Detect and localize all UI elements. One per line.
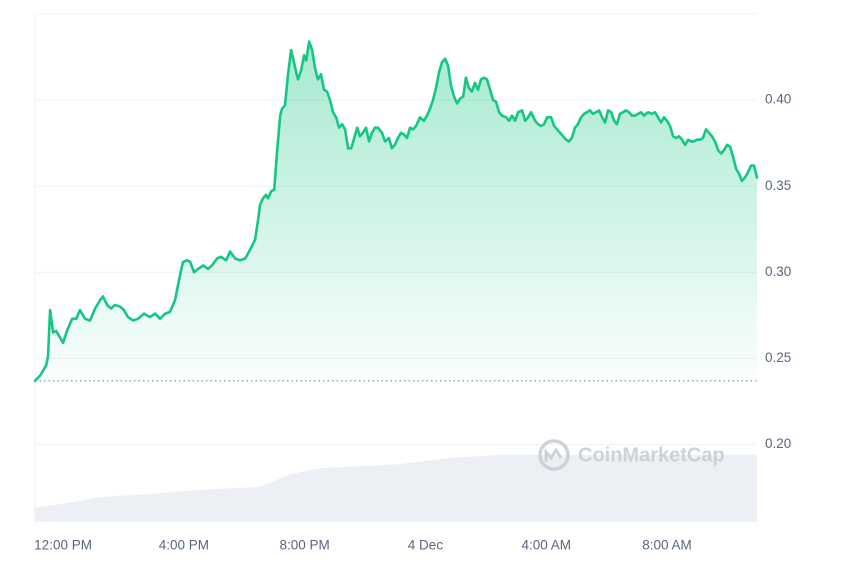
watermark-text: CoinMarketCap: [578, 444, 725, 466]
x-tick-label: 4:00 PM: [159, 538, 209, 553]
price-line: [33, 40, 759, 383]
x-tick-label: 4 Dec: [408, 538, 444, 553]
volume-area: [35, 454, 757, 522]
x-tick-label: 8:00 PM: [280, 538, 330, 553]
y-tick-label: 0.20: [765, 436, 791, 451]
y-tick-label: 0.35: [765, 178, 791, 193]
x-tick-label: 8:00 AM: [642, 538, 692, 553]
watermark-logo-mark: [544, 447, 563, 462]
y-tick-label: 0.25: [765, 350, 791, 365]
price-area: [35, 41, 757, 381]
y-tick-label: 0.30: [765, 264, 791, 279]
watermark-logo: [538, 439, 570, 471]
x-tick-label: 4:00 AM: [521, 538, 571, 553]
y-tick-label: 0.40: [765, 92, 791, 107]
x-tick-label: 12:00 PM: [34, 538, 92, 553]
watermark: CoinMarketCap: [538, 439, 725, 471]
